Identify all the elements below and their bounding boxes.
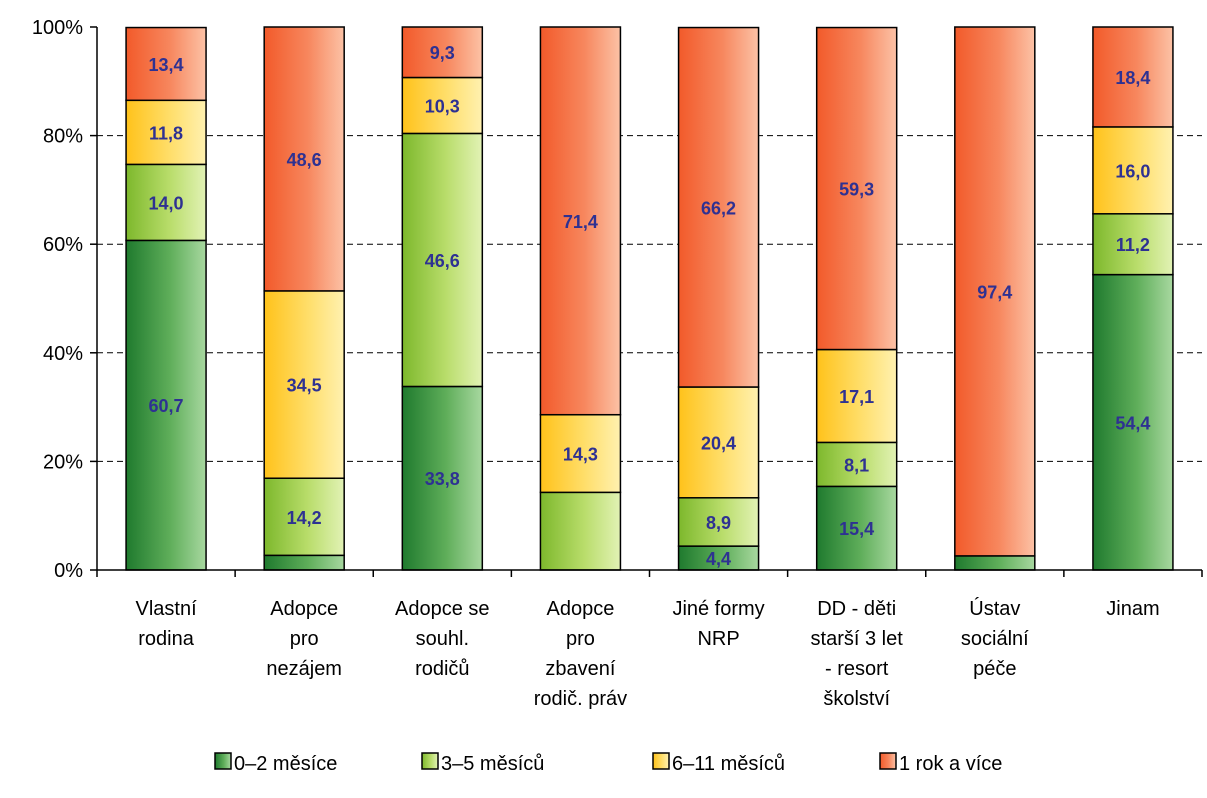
bar-segment	[1092, 273, 1174, 571]
data-label: 59,3	[839, 180, 874, 200]
y-tick-label: 60%	[43, 234, 83, 256]
bar-segment	[677, 26, 760, 388]
bar-segment	[954, 555, 1036, 571]
legend-label: 0–2 měsíce	[234, 753, 337, 775]
bar-segment	[1092, 213, 1174, 276]
bar-segment	[1092, 26, 1174, 128]
bar-segment	[539, 413, 622, 494]
data-label: 9,3	[430, 43, 455, 63]
data-label: 97,4	[977, 282, 1012, 302]
bar-segment	[815, 485, 898, 571]
category-label: Vlastní rodina	[135, 598, 197, 650]
category-label: DD - děti starší 3 let - resort školství	[811, 598, 904, 710]
legend-label: 6–11 měsíců	[672, 753, 785, 775]
data-label: 15,4	[839, 519, 874, 539]
data-label: 14,3	[563, 445, 598, 465]
data-label: 46,6	[425, 251, 460, 271]
data-label: 20,4	[701, 433, 736, 453]
legend-swatch	[879, 752, 897, 770]
y-tick-label: 100%	[32, 17, 83, 39]
bar-segment	[539, 491, 622, 571]
bar-segment	[263, 477, 345, 557]
bar-segment	[401, 132, 484, 388]
category-label: Jinam	[1106, 598, 1159, 620]
legend-swatch	[652, 752, 670, 770]
category-label: Jiné formy NRP	[672, 598, 764, 650]
legend-label: 1 rok a více	[899, 753, 1002, 775]
data-label: 16,0	[1115, 161, 1150, 181]
y-tick-label: 40%	[43, 343, 83, 365]
bar-segment	[125, 163, 207, 242]
bar-segment	[401, 26, 484, 79]
bar-segment	[539, 26, 622, 416]
bar-segment	[401, 385, 484, 571]
data-label: 48,6	[287, 150, 322, 170]
data-label: 4,4	[706, 549, 731, 569]
bar-segment	[263, 26, 345, 292]
category-label: Adopce pro zbavení rodič. práv	[534, 598, 627, 710]
legend-swatch	[421, 752, 439, 770]
category-label: Adopce pro nezájem	[266, 598, 342, 680]
bar-segment	[677, 497, 760, 547]
bar-segment	[815, 26, 898, 351]
bar-segment	[125, 239, 207, 571]
bar-segment	[125, 26, 207, 102]
data-label: 8,9	[706, 513, 731, 533]
data-label: 8,1	[844, 455, 869, 475]
data-label: 34,5	[287, 376, 322, 396]
bar-segment	[677, 386, 760, 499]
category-label: Adopce se souhl. rodičů	[395, 598, 490, 680]
bar-segment	[954, 26, 1036, 557]
data-label: 11,8	[149, 123, 183, 143]
legend-swatch	[214, 752, 232, 770]
bar-segment	[1092, 126, 1174, 215]
legend-label: 3–5 měsíců	[441, 753, 544, 775]
data-label: 14,0	[149, 193, 184, 213]
data-label: 66,2	[701, 198, 736, 218]
bar-segment	[263, 290, 345, 479]
data-label: 13,4	[149, 55, 184, 75]
data-label: 14,2	[287, 508, 322, 528]
bar-segment	[815, 441, 898, 488]
data-label: 18,4	[1115, 68, 1150, 88]
data-label: 10,3	[425, 96, 460, 116]
y-tick-label: 0%	[54, 560, 83, 582]
bar-segment	[263, 554, 345, 571]
data-label: 60,7	[149, 396, 184, 416]
category-label: Ústav sociální péče	[961, 597, 1029, 680]
data-label: 17,1	[839, 387, 874, 407]
y-tick-label: 80%	[43, 126, 83, 148]
y-tick-label: 20%	[43, 451, 83, 473]
data-label: 33,8	[425, 469, 460, 489]
data-label: 11,2	[1116, 235, 1150, 255]
data-label: 54,4	[1115, 413, 1150, 433]
data-label: 71,4	[563, 212, 598, 232]
